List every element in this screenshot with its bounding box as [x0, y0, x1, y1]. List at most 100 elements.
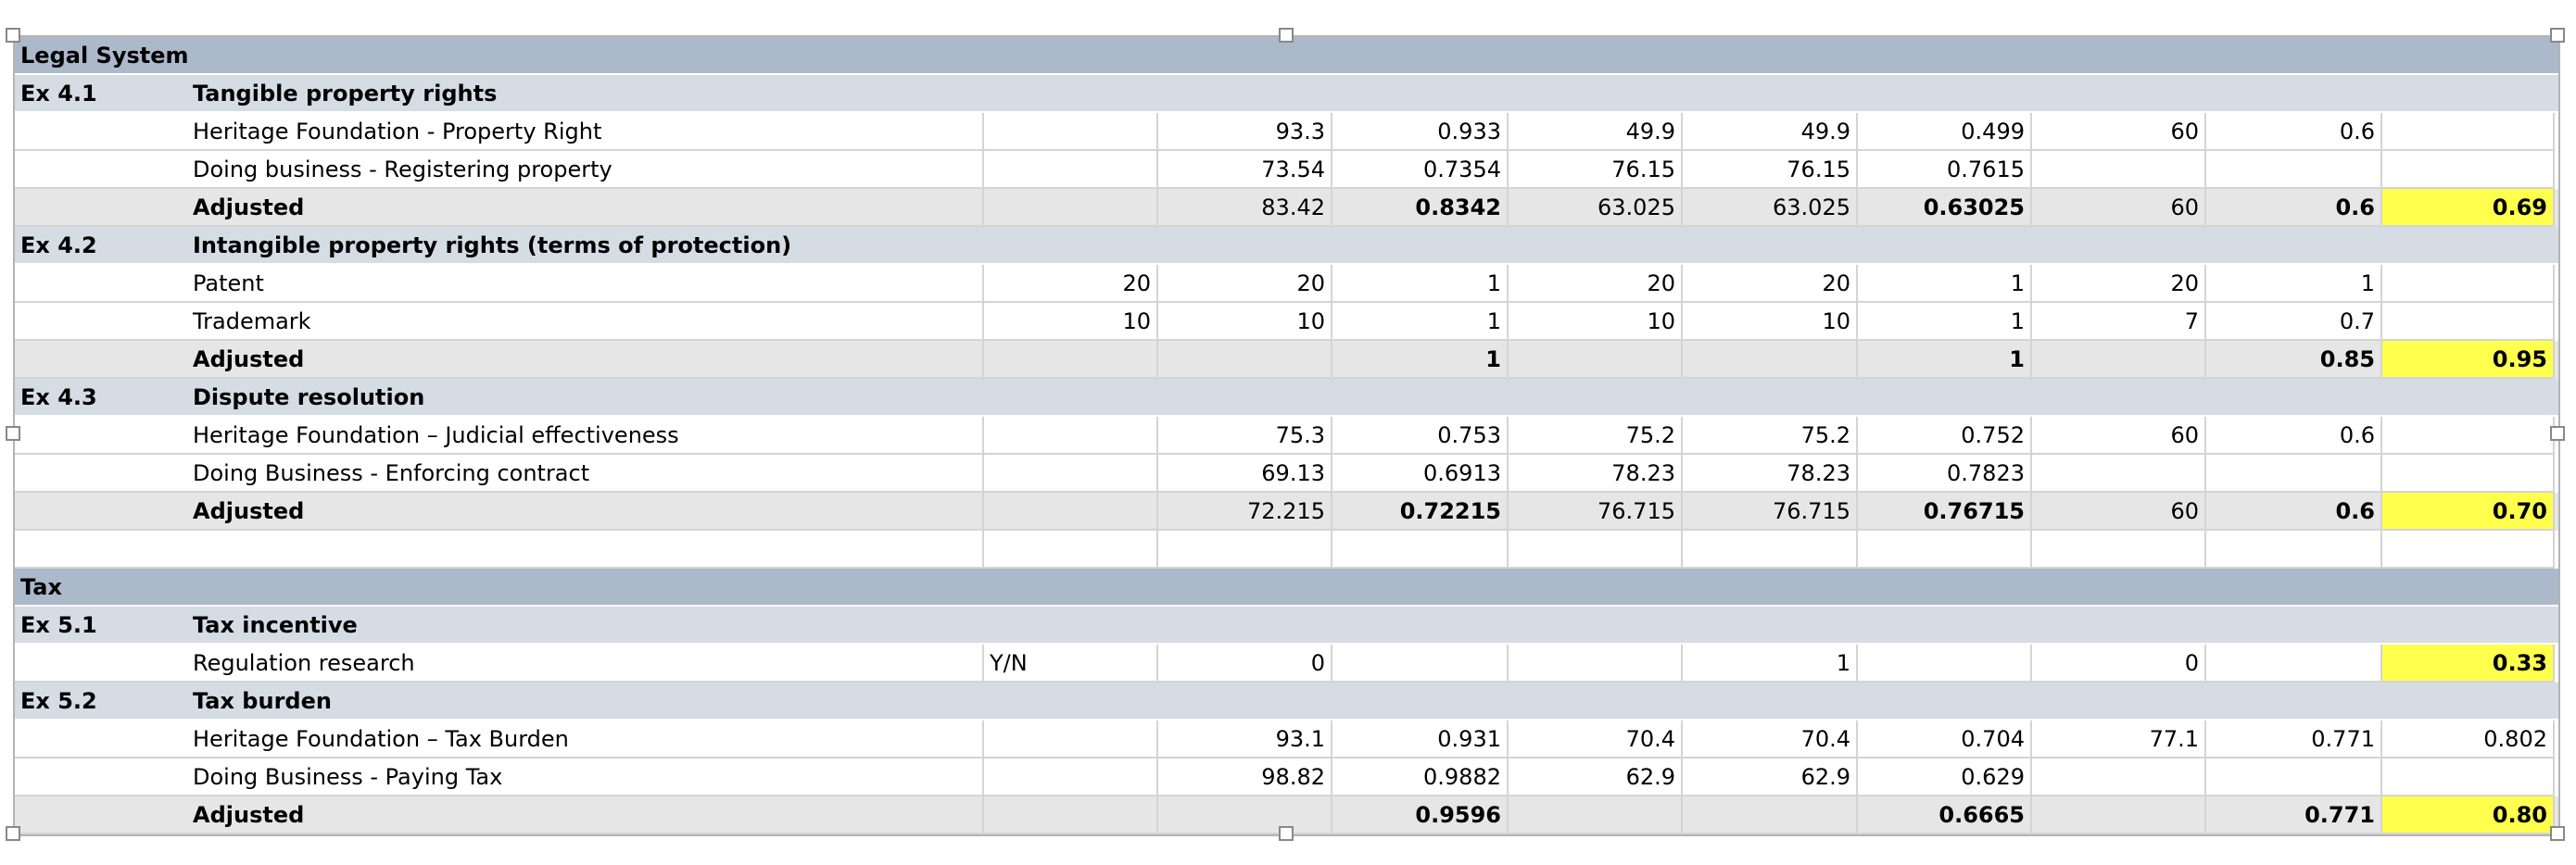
cell: Doing business - Registering property	[187, 151, 984, 189]
empty-cell	[984, 151, 1158, 189]
table-row: Ex 4.2 Intangible property rights (terms …	[15, 227, 2558, 265]
cell: 60	[2032, 189, 2206, 227]
empty-cell	[1509, 645, 1683, 683]
selection-handle[interactable]	[6, 426, 20, 441]
empty-cell	[984, 493, 1158, 531]
empty-cell	[1683, 341, 1858, 379]
cell: 0.499	[1858, 113, 2032, 151]
cell: 0.6913	[1332, 455, 1509, 493]
empty-cell	[984, 189, 1158, 227]
cell: 0.76715	[1858, 493, 2032, 531]
cell: Adjusted	[187, 341, 984, 379]
empty-cell	[15, 189, 187, 227]
cell: 0.7354	[1332, 151, 1509, 189]
cell: Heritage Foundation – Judicial effective…	[187, 417, 984, 455]
empty-cell	[984, 796, 1158, 834]
cell: 0.33	[2382, 645, 2555, 683]
table-row: Ex 4.3 Dispute resolution	[15, 379, 2558, 417]
empty-cell	[1509, 796, 1683, 834]
empty-cell	[2382, 758, 2555, 796]
empty-cell	[984, 721, 1158, 758]
cell: 76.15	[1683, 151, 1858, 189]
table-row: Heritage Foundation – Judicial effective…	[15, 417, 2558, 455]
empty-cell	[984, 113, 1158, 151]
group-title: Tax burden	[193, 688, 332, 714]
group-title: Intangible property rights (terms of pro…	[193, 232, 792, 258]
cell: Regulation research	[187, 645, 984, 683]
cell: 20	[1158, 265, 1332, 303]
empty-cell	[984, 455, 1158, 493]
empty-cell	[2382, 151, 2555, 189]
selection-handle[interactable]	[2550, 426, 2565, 441]
selection-handle[interactable]	[6, 28, 20, 43]
cell: 62.9	[1683, 758, 1858, 796]
empty-cell	[2382, 265, 2555, 303]
selection-handle[interactable]	[1279, 826, 1294, 841]
group-title: Tax incentive	[193, 612, 358, 638]
cell: 75.2	[1683, 417, 1858, 455]
cell: 1	[1332, 303, 1509, 341]
empty-cell	[2382, 455, 2555, 493]
exhibit-id: Ex 4.3	[20, 384, 97, 410]
cell: 1	[1858, 265, 2032, 303]
cell: Doing Business - Enforcing contract	[187, 455, 984, 493]
empty-cell	[1158, 341, 1332, 379]
cell: 0.933	[1332, 113, 1509, 151]
cell: 0.69	[2382, 189, 2555, 227]
table-row: Regulation research Y/N 0 1 0 0.33	[15, 645, 2558, 683]
cell: 0	[2032, 645, 2206, 683]
cell: 0.629	[1858, 758, 2032, 796]
cell: Heritage Foundation - Property Right	[187, 113, 984, 151]
cell: 77.1	[2032, 721, 2206, 758]
cell: 0.704	[1858, 721, 2032, 758]
cell: 0.931	[1332, 721, 1509, 758]
cell: 0.6665	[1858, 796, 2032, 834]
empty-cell	[15, 758, 187, 796]
table-row: Ex 5.2 Tax burden	[15, 683, 2558, 721]
table-row: Patent 20 20 1 20 20 1 20 1	[15, 265, 2558, 303]
cell: 76.715	[1509, 493, 1683, 531]
section-title: Legal System	[20, 43, 189, 69]
cell: 10	[1683, 303, 1858, 341]
empty-cell	[1158, 796, 1332, 834]
cell: 0.9882	[1332, 758, 1509, 796]
table-row: Tax	[15, 569, 2558, 607]
empty-cell	[15, 493, 187, 531]
selection-handle[interactable]	[1279, 28, 1294, 43]
empty-cell	[1158, 531, 1332, 569]
empty-cell	[15, 645, 187, 683]
empty-cell	[984, 758, 1158, 796]
empty-cell	[2206, 758, 2382, 796]
table-row: Doing business - Registering property 73.…	[15, 151, 2558, 189]
cell: Y/N	[984, 645, 1158, 683]
cell: 0.9596	[1332, 796, 1509, 834]
empty-cell	[2032, 151, 2206, 189]
cell: 20	[2032, 265, 2206, 303]
cell: 49.9	[1683, 113, 1858, 151]
cell: 20	[984, 265, 1158, 303]
empty-cell	[2032, 531, 2206, 569]
cell: 0.771	[2206, 721, 2382, 758]
table-row: Adjusted 83.42 0.8342 63.025 63.025 0.63025 60…	[15, 189, 2558, 227]
empty-cell	[1683, 796, 1858, 834]
cell: 1	[1858, 341, 2032, 379]
spreadsheet: Legal System Ex 4.1 Tangible property righ…	[13, 35, 2560, 836]
cell: Adjusted	[187, 796, 984, 834]
empty-cell	[1332, 645, 1509, 683]
selection-handle[interactable]	[2550, 28, 2565, 43]
empty-cell	[187, 531, 984, 569]
cell: 0	[1158, 645, 1332, 683]
cell: 63.025	[1683, 189, 1858, 227]
empty-cell	[2206, 645, 2382, 683]
cell: 20	[1683, 265, 1858, 303]
table-row: Doing Business - Paying Tax 98.82 0.9882 62…	[15, 758, 2558, 796]
section-title: Tax	[20, 574, 62, 600]
empty-cell	[1858, 645, 2032, 683]
cell: 49.9	[1509, 113, 1683, 151]
selection-handle[interactable]	[2550, 826, 2565, 841]
selection-handle[interactable]	[6, 826, 20, 841]
empty-cell	[984, 417, 1158, 455]
table-row: Adjusted 0.9596 0.6665 0.771 0.80	[15, 796, 2558, 834]
cell: 0.63025	[1858, 189, 2032, 227]
exhibit-id: Ex 5.1	[20, 612, 97, 638]
